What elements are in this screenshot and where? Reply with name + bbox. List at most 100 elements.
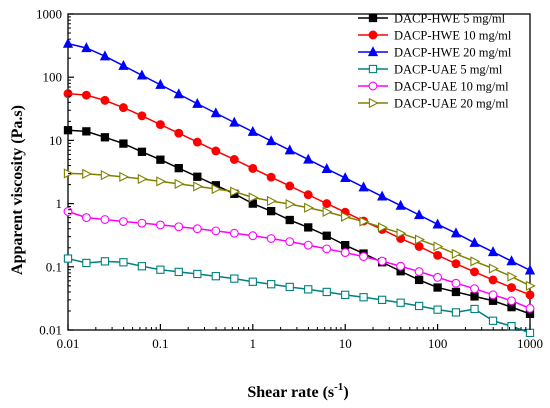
data-point bbox=[100, 133, 110, 142]
data-point bbox=[450, 227, 462, 238]
data-point bbox=[341, 241, 350, 250]
data-point bbox=[285, 181, 295, 191]
legend-item: DACP-HWE 10 mg/ml bbox=[358, 29, 512, 43]
legend-label: DACP-UAE 5 mg/ml bbox=[394, 63, 503, 77]
data-point bbox=[137, 218, 147, 228]
data-point bbox=[229, 116, 240, 127]
legend-item: DACP-UAE 10 mg/ml bbox=[358, 80, 509, 94]
legend-item: DACP-UAE 5 mg/ml bbox=[358, 63, 503, 77]
data-point bbox=[136, 69, 148, 80]
data-point bbox=[118, 103, 128, 113]
series-2 bbox=[63, 89, 535, 300]
data-point bbox=[507, 322, 516, 331]
data-point bbox=[377, 256, 387, 266]
data-point bbox=[487, 246, 499, 257]
legend-swatch-marker bbox=[367, 46, 379, 57]
y-tick-label: 100 bbox=[43, 70, 63, 85]
data-point bbox=[63, 126, 73, 135]
data-point bbox=[248, 277, 257, 286]
data-point bbox=[433, 272, 443, 282]
legend-label: DACP-HWE 10 mg/ml bbox=[394, 29, 512, 43]
legend-label: DACP-HWE 20 mg/ml bbox=[394, 46, 512, 60]
data-point bbox=[395, 199, 406, 210]
data-point bbox=[248, 231, 258, 241]
data-point bbox=[488, 290, 498, 300]
data-point bbox=[174, 163, 183, 173]
data-point bbox=[285, 237, 295, 247]
data-point bbox=[414, 275, 424, 285]
x-axis-title-main: Shear rate (s bbox=[247, 384, 334, 401]
data-point bbox=[304, 202, 315, 213]
data-point bbox=[173, 88, 184, 99]
x-tick-label: 0.01 bbox=[57, 336, 80, 351]
data-point bbox=[174, 128, 184, 138]
data-point bbox=[137, 262, 147, 271]
data-point bbox=[210, 107, 221, 118]
x-tick-label: 100 bbox=[428, 336, 448, 351]
data-point bbox=[377, 190, 388, 201]
data-point bbox=[193, 269, 202, 279]
data-point bbox=[192, 224, 202, 234]
data-point bbox=[488, 263, 499, 274]
data-point bbox=[304, 285, 313, 294]
legend-swatch-marker bbox=[368, 30, 378, 40]
data-point bbox=[119, 139, 128, 148]
data-point bbox=[433, 305, 442, 314]
y-axis-title: Apparent viscosity (Pa.s) bbox=[9, 105, 26, 275]
data-point bbox=[470, 256, 481, 267]
legend-swatch-marker bbox=[368, 97, 379, 109]
data-point bbox=[377, 295, 387, 304]
plot-border bbox=[67, 13, 531, 331]
data-point bbox=[433, 250, 443, 260]
y-tick-label: 1000 bbox=[36, 7, 62, 22]
data-point bbox=[267, 280, 276, 289]
data-point bbox=[507, 283, 516, 292]
y-tick-label: 10 bbox=[49, 133, 62, 148]
data-point bbox=[193, 181, 204, 192]
data-point bbox=[525, 280, 536, 291]
data-point bbox=[340, 248, 350, 258]
data-point bbox=[99, 50, 111, 61]
data-point bbox=[118, 217, 128, 226]
data-point bbox=[433, 241, 444, 252]
data-point bbox=[414, 234, 425, 245]
data-point bbox=[285, 199, 296, 210]
legend-item: DACP-UAE 20 mg/ml bbox=[358, 97, 509, 111]
data-point bbox=[100, 95, 110, 105]
data-point bbox=[82, 258, 91, 268]
data-point bbox=[507, 271, 518, 282]
legend-item: DACP-HWE 20 mg/ml bbox=[358, 46, 512, 60]
data-point bbox=[303, 153, 314, 164]
x-axis-title: Shear rate (s-1) bbox=[247, 381, 348, 401]
data-point bbox=[303, 190, 313, 200]
x-axis-title-superscript: -1 bbox=[334, 381, 343, 393]
data-point bbox=[470, 304, 479, 314]
data-point bbox=[100, 257, 110, 266]
plot-area bbox=[67, 13, 531, 331]
data-point bbox=[304, 223, 313, 232]
data-point bbox=[359, 216, 370, 227]
data-point bbox=[396, 298, 405, 307]
data-point bbox=[377, 222, 388, 233]
data-point bbox=[451, 308, 461, 317]
legend-item: DACP-HWE 5 mg/ml bbox=[358, 12, 506, 26]
data-point bbox=[119, 171, 130, 182]
data-point bbox=[62, 37, 74, 48]
data-point bbox=[340, 172, 351, 183]
data-point bbox=[155, 120, 165, 130]
series-3 bbox=[62, 37, 536, 275]
series-layer bbox=[62, 37, 536, 338]
data-point bbox=[414, 267, 424, 277]
data-point bbox=[451, 287, 461, 297]
data-point bbox=[137, 173, 148, 185]
data-point bbox=[174, 222, 184, 232]
data-point bbox=[192, 137, 202, 147]
data-point bbox=[506, 255, 517, 266]
data-point bbox=[267, 195, 277, 207]
data-point bbox=[118, 59, 129, 70]
y-tick-label: 1 bbox=[56, 196, 63, 211]
data-point bbox=[63, 207, 73, 216]
data-point bbox=[174, 267, 183, 277]
series-line bbox=[67, 257, 531, 334]
